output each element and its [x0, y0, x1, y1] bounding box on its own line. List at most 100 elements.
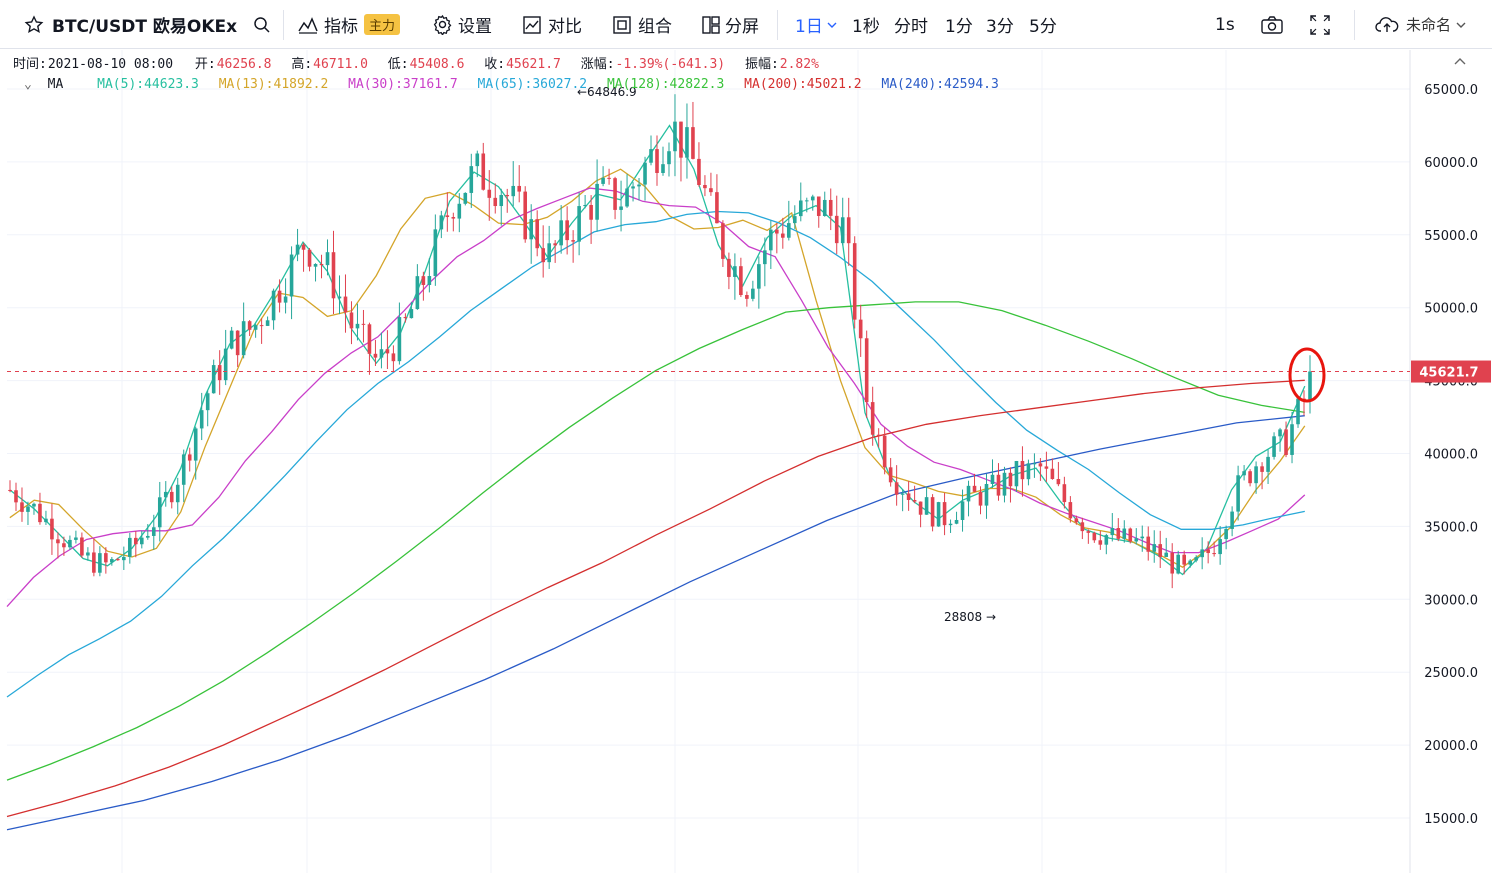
divider	[283, 10, 284, 40]
cloud-icon	[1374, 15, 1400, 35]
candle-body	[900, 493, 905, 495]
candle-body	[679, 121, 683, 158]
replay-speed[interactable]: 1s	[1215, 14, 1235, 35]
split-screen-button[interactable]: 分屏	[701, 0, 759, 49]
combine-button[interactable]: 组合	[612, 0, 672, 49]
interval-1s[interactable]: 1秒	[852, 17, 880, 37]
last-price-label: 45621.7	[1419, 366, 1478, 381]
candle-body	[289, 254, 294, 297]
candle-body	[816, 196, 821, 216]
indicators-button[interactable]: 指标 主力	[297, 0, 401, 49]
candle-body	[409, 309, 414, 319]
interval-5m[interactable]: 5分	[1029, 17, 1057, 37]
collapse-chevron-icon[interactable]: ⌄	[24, 77, 32, 92]
candle-body	[457, 203, 462, 219]
candle-body	[954, 519, 959, 524]
price-axis[interactable]: 65000.060000.055000.050000.045000.040000…	[1409, 50, 1478, 873]
candle-body	[924, 497, 929, 515]
candle-body	[547, 243, 551, 263]
candle-body	[247, 321, 252, 330]
candle-body	[763, 250, 767, 265]
candle-body	[589, 205, 593, 220]
candle-body	[930, 497, 935, 527]
candle-body	[122, 556, 126, 561]
candle-body	[283, 296, 288, 303]
interval-3m[interactable]: 3分	[986, 17, 1014, 37]
candle-body	[757, 264, 761, 289]
candle-body	[1158, 544, 1163, 557]
ma-65-value: MA(65):36027.2	[477, 77, 588, 92]
candle-body	[733, 266, 737, 277]
candle-body	[697, 158, 701, 185]
candle-body	[775, 229, 779, 234]
candle-body	[1272, 436, 1276, 457]
interval-timeshare[interactable]: 分时	[894, 17, 928, 37]
star-icon[interactable]	[24, 14, 44, 35]
candle-body	[181, 454, 186, 485]
candle-body	[906, 493, 911, 500]
indicators-label: 指标	[324, 17, 358, 37]
price-tick-label: 25000.0	[1424, 666, 1478, 681]
top-toolbar: BTC/USDT 欧易OKEx 指标 主力 设置 对比 组合 分屏	[0, 0, 1492, 49]
chevron-up-icon[interactable]	[1453, 52, 1467, 71]
candle-body	[691, 127, 695, 159]
candle-body	[469, 166, 474, 193]
candle-body	[433, 229, 438, 277]
candle-body	[1032, 463, 1037, 465]
candle-body	[1278, 429, 1282, 437]
candle-body	[1290, 424, 1294, 455]
interval-dropdown[interactable]: 1日	[795, 0, 837, 49]
candle-body	[1308, 371, 1312, 400]
candle-body	[703, 184, 707, 189]
candle-body	[80, 537, 84, 556]
candle-body	[8, 489, 12, 491]
ma-legend[interactable]: ⌄ MA MA(5):44623.3 MA(13):41892.2 MA(30)…	[24, 77, 1011, 92]
candle-body	[68, 539, 72, 548]
candle-body	[1134, 538, 1139, 542]
candle-body	[1020, 460, 1025, 480]
candle-body	[577, 206, 581, 242]
candle-body	[301, 244, 306, 250]
candle-body	[643, 162, 647, 185]
layout-save-dropdown[interactable]: 未命名	[1374, 0, 1466, 49]
candle-body	[1050, 468, 1055, 480]
candle-body	[876, 434, 881, 436]
candle-body	[32, 503, 36, 507]
candle-body	[1284, 429, 1288, 455]
price-tick-label: 50000.0	[1424, 302, 1478, 317]
change-value: -1.39%(-641.3)	[615, 57, 726, 72]
candle-body	[56, 539, 60, 544]
interval-1m[interactable]: 1分	[945, 17, 973, 37]
indicators-icon	[297, 15, 319, 35]
candle-body	[421, 276, 426, 285]
open-value: 46256.8	[216, 57, 272, 72]
fullscreen-button[interactable]	[1309, 0, 1331, 49]
candle-body	[157, 497, 162, 528]
candle-body	[20, 502, 24, 512]
candle-body	[888, 467, 893, 483]
candle-body	[1092, 532, 1097, 541]
ma-5-value: MA(5):44623.3	[97, 77, 199, 92]
candle-body	[541, 248, 545, 263]
chart-overlay: 45621.7 ←64846.9 28808 →	[7, 85, 1491, 624]
price-tick-label: 65000.0	[1424, 83, 1478, 98]
candle-body	[463, 192, 468, 204]
candle-body	[1206, 549, 1210, 554]
screenshot-button[interactable]	[1260, 0, 1284, 49]
ma-line-ma200	[6, 379, 1305, 818]
candle-body	[110, 559, 114, 563]
candle-body	[529, 219, 533, 240]
candle-body	[685, 127, 689, 158]
candle-body	[631, 186, 635, 189]
compare-button[interactable]: 对比	[522, 0, 582, 49]
candle-body	[367, 324, 372, 354]
symbol-selector[interactable]: BTC/USDT 欧易OKEx	[24, 0, 271, 49]
candle-body	[960, 501, 965, 520]
candle-body	[619, 206, 623, 210]
candle-body	[739, 266, 743, 296]
search-icon[interactable]	[253, 16, 271, 34]
settings-button[interactable]: 设置	[432, 0, 492, 49]
candle-body	[451, 217, 456, 219]
price-tick-label: 40000.0	[1424, 448, 1478, 463]
